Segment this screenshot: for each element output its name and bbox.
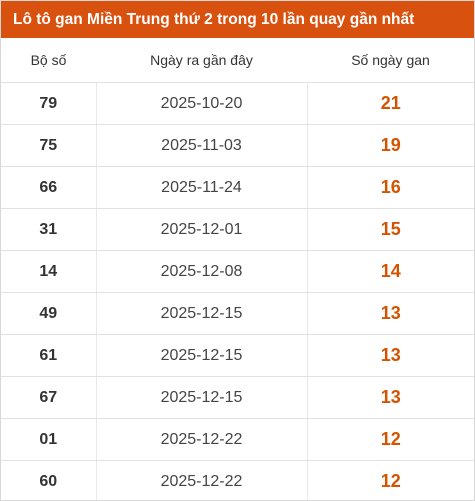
row-last-date: 2025-12-22: [95, 418, 307, 461]
row-days-gan: 12: [306, 418, 474, 461]
table-row: 31 2025-12-01 15: [1, 208, 474, 251]
table-row: 61 2025-12-15 13: [1, 334, 474, 377]
header-last-date: Ngày ra gần đây: [96, 38, 307, 83]
table-row: 60 2025-12-22 12: [1, 460, 474, 500]
row-last-date: 2025-12-08: [95, 250, 307, 293]
row-last-date: 2025-12-15: [95, 376, 307, 419]
row-days-gan: 16: [306, 166, 474, 209]
table-header-row: Bộ số Ngày ra gần đây Số ngày gan: [1, 38, 474, 83]
row-last-date: 2025-11-24: [95, 166, 307, 209]
row-number: 79: [1, 82, 96, 125]
row-days-gan: 15: [306, 208, 474, 251]
row-last-date: 2025-12-15: [95, 292, 307, 335]
row-last-date: 2025-10-20: [95, 82, 307, 125]
row-number: 67: [1, 376, 96, 419]
row-days-gan: 21: [306, 82, 474, 125]
header-days-gan: Số ngày gan: [307, 38, 474, 83]
lo-gan-table: Bộ số Ngày ra gần đây Số ngày gan 79 202…: [1, 38, 474, 500]
row-number: 66: [1, 166, 96, 209]
table-row: 01 2025-12-22 12: [1, 418, 474, 461]
row-number: 14: [1, 250, 96, 293]
table-row: 14 2025-12-08 14: [1, 250, 474, 293]
table-row: 75 2025-11-03 19: [1, 124, 474, 167]
row-last-date: 2025-12-01: [95, 208, 307, 251]
row-days-gan: 12: [306, 460, 474, 500]
row-days-gan: 13: [306, 376, 474, 419]
row-days-gan: 19: [306, 124, 474, 167]
row-number: 01: [1, 418, 96, 461]
table-row: 49 2025-12-15 13: [1, 292, 474, 335]
table-row: 66 2025-11-24 16: [1, 166, 474, 209]
widget-title: Lô tô gan Miền Trung thứ 2 trong 10 lần …: [1, 1, 474, 38]
row-last-date: 2025-12-15: [95, 334, 307, 377]
row-last-date: 2025-12-22: [95, 460, 307, 500]
row-days-gan: 14: [306, 250, 474, 293]
row-number: 31: [1, 208, 96, 251]
row-number: 49: [1, 292, 96, 335]
row-days-gan: 13: [306, 334, 474, 377]
header-number: Bộ số: [1, 38, 96, 83]
table-row: 67 2025-12-15 13: [1, 376, 474, 419]
row-days-gan: 13: [306, 292, 474, 335]
row-number: 75: [1, 124, 96, 167]
row-last-date: 2025-11-03: [95, 124, 307, 167]
row-number: 61: [1, 334, 96, 377]
row-number: 60: [39, 472, 58, 490]
table-row: 79 2025-10-20 21: [1, 82, 474, 125]
